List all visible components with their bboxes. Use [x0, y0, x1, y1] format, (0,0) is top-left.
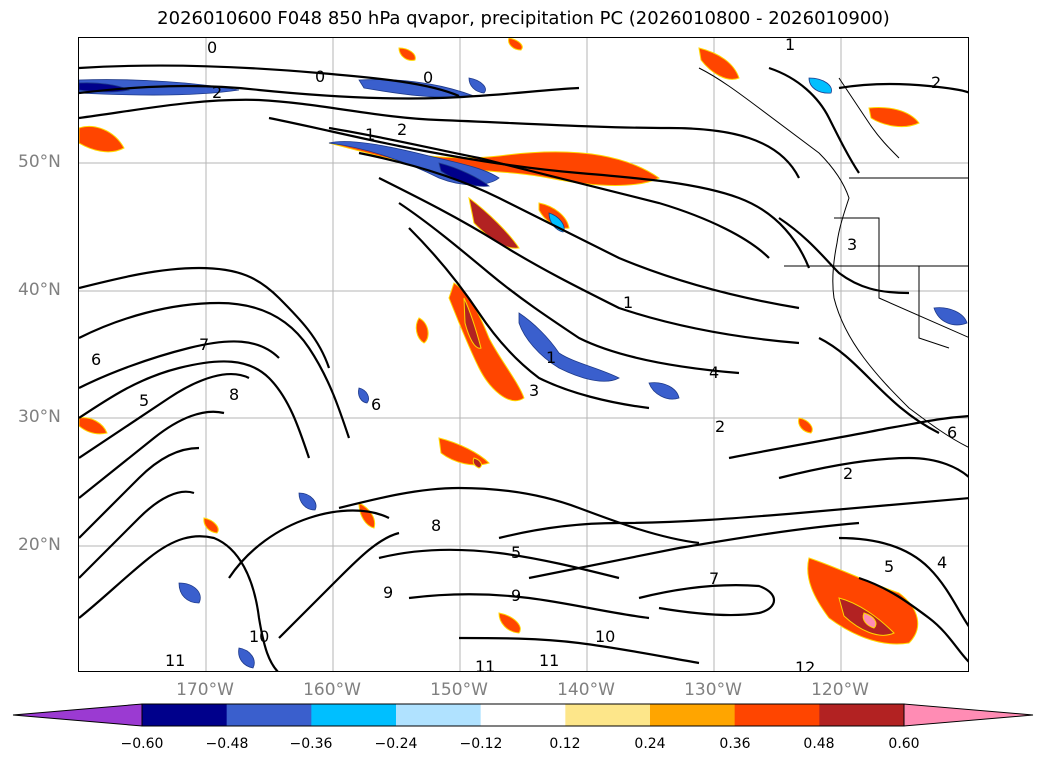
colorbar-tick: −0.12 — [459, 736, 503, 752]
contour-labels: 0 0 0 2 1 2 1 2 1 1 4 2 3 2 6 5 7 8 8 9 … — [91, 38, 957, 672]
lon-label-150w: 150°W — [430, 680, 488, 700]
colorbar-tick: 0.12 — [549, 736, 581, 752]
lat-label-50n: 50°N — [18, 152, 61, 172]
colorbar-tick: −0.24 — [374, 736, 418, 752]
lon-label-140w: 140°W — [557, 680, 615, 700]
contour-label: 11 — [165, 651, 185, 670]
colorbar-tick: 0.36 — [719, 736, 751, 752]
contour-label: 5 — [884, 557, 894, 576]
contour-label: 8 — [431, 516, 441, 535]
colorbar-extend-low — [13, 704, 142, 726]
colorbar-cell — [226, 704, 312, 726]
lon-label-170w: 170°W — [176, 680, 234, 700]
map-panel[interactable]: 0 0 0 2 1 2 1 2 1 1 4 2 3 2 6 5 7 8 8 9 … — [78, 37, 969, 672]
contour-label: 10 — [249, 627, 269, 646]
contour-label: 1 — [785, 38, 795, 54]
colorbar — [12, 703, 1034, 727]
contour-label: 2 — [843, 464, 853, 483]
lat-label-20n: 20°N — [18, 535, 61, 555]
colorbar-cell — [565, 704, 651, 726]
map-title: 2026010600 F048 850 hPa qvapor, precipit… — [157, 8, 890, 29]
lon-label-130w: 130°W — [684, 680, 742, 700]
contour-label: 0 — [315, 67, 325, 86]
contour-label: 7 — [199, 335, 209, 354]
contour-label: 8 — [229, 385, 239, 404]
contour-label: 5 — [511, 543, 521, 562]
colorbar-tick: −0.60 — [120, 736, 164, 752]
colorbar-cell — [311, 704, 397, 726]
contour-label: 2 — [931, 73, 941, 92]
contour-label: 4 — [937, 553, 947, 572]
lon-label-120w: 120°W — [811, 680, 869, 700]
colorbar-cell — [142, 704, 228, 726]
precip-positive-shading — [79, 38, 920, 645]
contour-label: 6 — [91, 350, 101, 369]
lat-label-30n: 30°N — [18, 407, 61, 427]
colorbar-cell — [819, 704, 905, 726]
colorbar-extend-high — [904, 704, 1033, 726]
contour-label: 3 — [847, 235, 857, 254]
contour-label: 3 — [529, 381, 539, 400]
colorbar-tick: 0.60 — [888, 736, 920, 752]
contour-label: 1 — [365, 125, 375, 144]
colorbar-cells — [13, 704, 1033, 726]
contour-label: 9 — [383, 583, 393, 602]
contour-label: 6 — [947, 423, 957, 442]
contour-label: 2 — [212, 83, 222, 102]
qvapor-contours — [79, 64, 968, 671]
contour-label: 7 — [709, 569, 719, 588]
contour-label: 6 — [371, 395, 381, 414]
lat-label-40n: 40°N — [18, 280, 61, 300]
colorbar-cell — [734, 704, 820, 726]
colorbar-cell — [396, 704, 482, 726]
colorbar-cell — [650, 704, 736, 726]
contour-label: 1 — [623, 293, 633, 312]
lon-label-160w: 160°W — [303, 680, 361, 700]
colorbar-tick: −0.36 — [289, 736, 333, 752]
coastlines — [698, 67, 968, 448]
contour-label: 11 — [539, 651, 559, 670]
contour-label: 4 — [709, 363, 719, 382]
contour-label: 2 — [397, 120, 407, 139]
precip-negative-shading — [79, 77, 968, 669]
contour-label: 1 — [546, 348, 556, 367]
colorbar-cell — [480, 704, 566, 726]
map-canvas: 0 0 0 2 1 2 1 2 1 1 4 2 3 2 6 5 7 8 8 9 … — [79, 38, 968, 672]
colorbar-tick: 0.48 — [803, 736, 835, 752]
contour-label: 11 — [475, 657, 495, 672]
contour-label: 12 — [795, 658, 815, 672]
contour-label: 0 — [423, 68, 433, 87]
contour-label: 9 — [511, 586, 521, 605]
contour-label: 0 — [207, 38, 217, 57]
contour-label: 5 — [139, 391, 149, 410]
colorbar-tick: 0.24 — [634, 736, 666, 752]
contour-label: 2 — [715, 417, 725, 436]
contour-label: 10 — [595, 627, 615, 646]
colorbar-tick: −0.48 — [205, 736, 249, 752]
